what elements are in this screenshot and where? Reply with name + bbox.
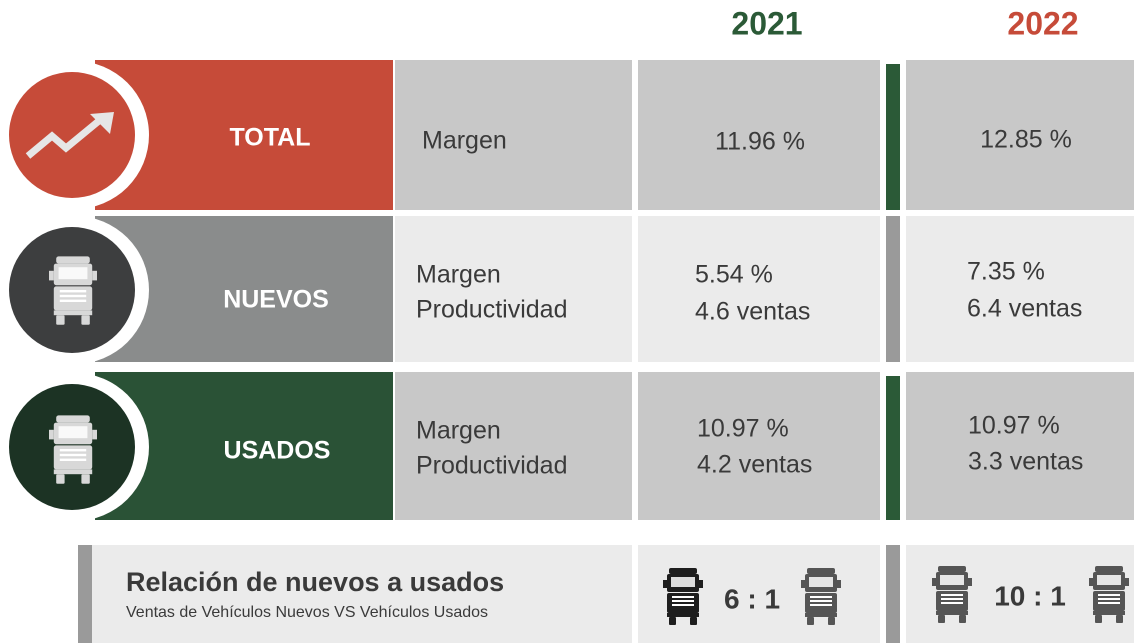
divider <box>78 545 92 643</box>
divider <box>886 376 900 520</box>
value: 10.97 % <box>697 415 789 443</box>
ratio-value: 10 : 1 <box>994 580 1066 611</box>
row-label: USADOS <box>224 437 331 465</box>
value: 10.97 % <box>968 412 1060 440</box>
value: 4.2 ventas <box>697 451 812 479</box>
year-2021: 2021 <box>731 5 802 41</box>
value: 5.54 % <box>695 261 773 289</box>
metric: Margen <box>416 261 501 289</box>
divider <box>886 216 900 362</box>
metric: Productividad <box>416 452 567 480</box>
value: 12.85 % <box>980 126 1072 154</box>
cell <box>638 372 880 520</box>
truck-icon <box>1089 566 1129 623</box>
truck-icon <box>663 568 703 625</box>
trend-icon <box>25 117 103 159</box>
ratio-value: 6 : 1 <box>724 583 780 614</box>
years: 2021 2022 <box>731 5 1078 41</box>
value: 11.96 % <box>715 128 805 156</box>
metric: Productividad <box>416 296 567 324</box>
divider <box>886 545 900 643</box>
value: 6.4 ventas <box>967 295 1082 323</box>
cell <box>395 216 632 362</box>
value: 4.6 ventas <box>695 298 810 326</box>
row-usados: USADOS Margen Productividad 10.97 % 4.2 … <box>1 372 1134 521</box>
cell <box>906 372 1134 520</box>
value: 3.3 ventas <box>968 448 1083 476</box>
cell <box>395 372 632 520</box>
truck-icon <box>801 568 841 625</box>
row-nuevos: NUEVOS Margen Productividad 5.54 % 4.6 v… <box>1 216 1134 364</box>
cell <box>638 60 880 210</box>
ratio-subtitle: Ventas de Vehículos Nuevos VS Vehículos … <box>126 604 488 621</box>
cell <box>906 216 1134 362</box>
cell <box>638 216 880 362</box>
truck-icon <box>932 566 972 623</box>
metric: Margen <box>422 127 507 155</box>
row-total: TOTAL Margen 11.96 % 12.85 % <box>1 60 1134 210</box>
cell <box>906 60 1134 210</box>
icon-circle <box>9 72 135 198</box>
year-2022: 2022 <box>1007 5 1078 41</box>
truck-icon <box>49 256 97 325</box>
row-label: TOTAL <box>229 124 310 152</box>
divider <box>886 64 900 210</box>
value: 7.35 % <box>967 258 1045 286</box>
cell <box>395 60 632 210</box>
metric: Margen <box>416 417 501 445</box>
trend-arrow <box>90 112 114 134</box>
truck-icon <box>49 415 97 484</box>
row-label: NUEVOS <box>223 286 329 314</box>
cell <box>92 545 632 643</box>
ratio-title: Relación de nuevos a usados <box>126 567 504 597</box>
ratio-row: Relación de nuevos a usados Ventas de Ve… <box>78 545 1134 643</box>
